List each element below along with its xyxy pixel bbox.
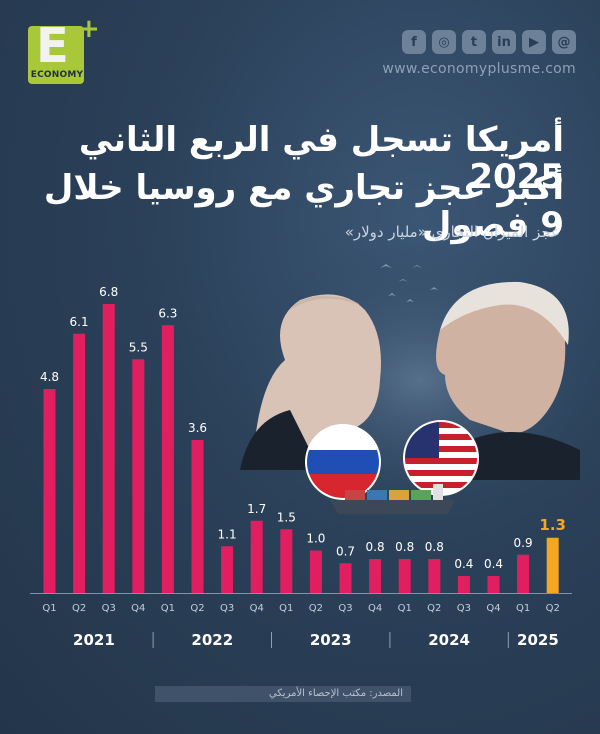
facebook-icon[interactable]: f (402, 30, 426, 54)
year-label: 2021 (73, 631, 115, 649)
logo-box (28, 26, 84, 84)
year-label: 2024 (428, 631, 470, 649)
source-note: المصدر: مكتب الإحصاء الأمريكي (155, 686, 411, 702)
data-label: 0.8 (425, 540, 444, 554)
chart-bar (161, 325, 174, 593)
x-tick-label: Q4 (368, 603, 382, 614)
x-tick-label: Q1 (161, 603, 175, 614)
chart-bar (398, 559, 411, 593)
x-tick-label: Q3 (102, 603, 116, 614)
logo-plus: + (78, 14, 100, 44)
website-link[interactable]: www.economyplusme.com (382, 61, 576, 77)
chart-bar (487, 576, 500, 593)
data-label: 1.1 (218, 527, 237, 541)
year-label: 2023 (310, 631, 352, 649)
data-label: 0.4 (454, 557, 473, 571)
data-label: 0.4 (484, 557, 503, 571)
x-tick-label: Q1 (279, 603, 293, 614)
x-tick-label: Q2 (427, 603, 441, 614)
data-label: 6.1 (70, 315, 89, 329)
data-label: 5.5 (129, 340, 148, 354)
right-portrait (436, 281, 580, 480)
x-tick-label: Q2 (72, 603, 86, 614)
x-tick-label: Q4 (486, 603, 500, 614)
chart-bar (517, 554, 530, 593)
x-tick-label: Q3 (220, 603, 234, 614)
logo-letter: E (36, 18, 69, 74)
chart-bar (221, 546, 234, 593)
data-label: 1.7 (247, 502, 266, 516)
chart-bar (369, 559, 382, 593)
chart-bar (132, 359, 145, 593)
brand-logo: E + ECONOMY (22, 14, 100, 88)
chart-bar (250, 520, 263, 593)
chart-bar (457, 576, 470, 593)
data-label: 1.5 (277, 510, 296, 524)
chart-bar (309, 550, 322, 593)
cargo-ship-icon (330, 484, 455, 514)
x-tick-label: Q4 (250, 603, 264, 614)
x-tick-label: Q3 (338, 603, 352, 614)
x-tick-label: Q1 (398, 603, 412, 614)
data-label: 0.9 (514, 536, 533, 550)
data-label: 0.7 (336, 544, 355, 558)
chart-bar (428, 559, 441, 593)
data-label: 1.0 (306, 532, 325, 546)
chart-bar (280, 529, 293, 593)
chart-bar (102, 304, 115, 593)
linkedin-icon[interactable]: in (492, 30, 516, 54)
birds-icon (380, 264, 438, 302)
data-label: 1.3 (539, 516, 566, 534)
x-tick-label: Q2 (190, 603, 204, 614)
data-label: 6.8 (99, 285, 118, 299)
chart-bar (339, 563, 352, 593)
x-tick-label: Q1 (42, 603, 56, 614)
x-tick-label: Q2 (546, 603, 560, 614)
chart-bar (546, 537, 559, 593)
chart-bar (73, 333, 86, 593)
instagram-icon[interactable]: ◎ (432, 30, 456, 54)
x-tick-label: Q3 (457, 603, 471, 614)
youtube-icon[interactable]: ▶ (522, 30, 546, 54)
page-title-line1: أمريكا تسجل في الربع الثاني 2025 (78, 120, 564, 198)
data-label: 0.8 (366, 540, 385, 554)
data-label: 3.6 (188, 421, 207, 435)
chart-subtitle: عجز الميزان التجاري «مليار دولار» (344, 223, 560, 241)
data-label: 4.8 (40, 370, 59, 384)
data-label: 0.8 (395, 540, 414, 554)
x-tick-label: Q4 (131, 603, 145, 614)
chart-bar (43, 389, 56, 593)
usa-flag-icon (403, 420, 479, 496)
page-title-line2: أكبر عجز تجاري مع روسيا خلال 9 فصول (43, 168, 564, 246)
chart-bar (191, 440, 204, 593)
data-label: 6.3 (158, 306, 177, 320)
twitter-icon[interactable]: t (462, 30, 486, 54)
logo-word: ECONOMY (30, 70, 84, 80)
threads-icon[interactable]: @ (552, 30, 576, 54)
year-label: 2025 (517, 631, 559, 649)
x-tick-label: Q1 (516, 603, 530, 614)
year-label: 2022 (191, 631, 233, 649)
social-links: f ◎ t in ▶ @ (402, 30, 576, 54)
x-tick-label: Q2 (309, 603, 323, 614)
